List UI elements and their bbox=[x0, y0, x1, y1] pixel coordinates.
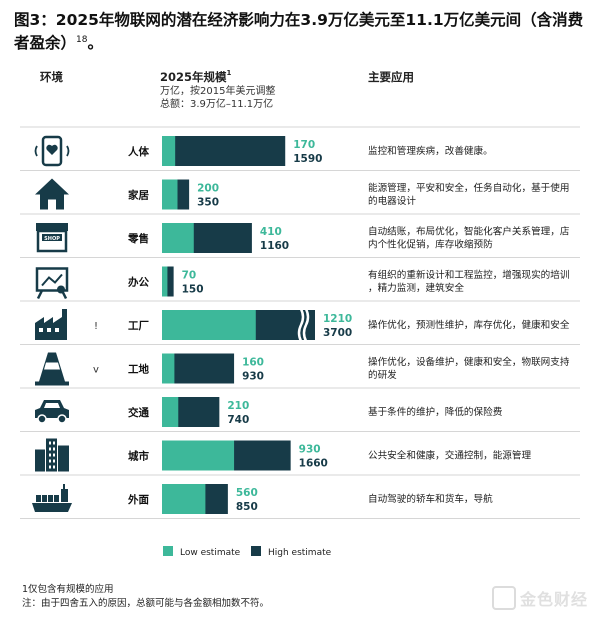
application-text: 基于条件的维护，降低的保险费 bbox=[368, 406, 503, 418]
category-label: 办公 bbox=[128, 276, 149, 289]
svg-text:SHOP: SHOP bbox=[44, 236, 60, 242]
application-text: 内个性化促销，库存收缩预防 bbox=[368, 239, 493, 251]
bar-low bbox=[162, 136, 176, 166]
ship-icon bbox=[32, 484, 72, 512]
category-label: 人体 bbox=[128, 145, 149, 158]
low-value-label: 410 bbox=[260, 226, 282, 238]
scale-unit: 万亿，按2015年美元调整 bbox=[160, 86, 276, 97]
shop-icon: SHOP bbox=[36, 223, 68, 253]
category-label: 外面 bbox=[127, 493, 149, 506]
low-value-label: 210 bbox=[227, 400, 249, 412]
high-value-label: 930 bbox=[242, 371, 264, 383]
axis-break bbox=[302, 308, 310, 342]
bar-low bbox=[162, 310, 256, 340]
house-icon bbox=[35, 178, 69, 210]
high-value-label: 1160 bbox=[260, 240, 289, 252]
high-value-label: 150 bbox=[182, 284, 204, 296]
category-label: 工厂 bbox=[128, 320, 149, 332]
traffic-cone-icon bbox=[35, 352, 69, 386]
low-value-label: 1210 bbox=[323, 313, 352, 325]
legend-swatch-low bbox=[163, 546, 173, 556]
chart-title: 图3：2025年物联网的潜在经济影响力在3.9万亿美元至11.1万亿美元间（含消… bbox=[14, 11, 584, 52]
legend-label-high: High estimate bbox=[268, 548, 332, 558]
bar-high bbox=[162, 136, 286, 166]
bar-low bbox=[162, 179, 178, 210]
side-mark: ! bbox=[94, 321, 98, 332]
bar-low bbox=[162, 223, 194, 253]
phone-heart-icon bbox=[34, 135, 70, 167]
low-value-label: 560 bbox=[236, 487, 258, 499]
city-icon bbox=[35, 438, 69, 472]
legend-swatch-high bbox=[251, 546, 261, 556]
category-label: 城市 bbox=[128, 450, 149, 463]
factory-icon bbox=[35, 309, 67, 340]
application-text: 能源管理，平安和安全，任务自动化，基于使用 bbox=[368, 182, 569, 194]
car-icon bbox=[35, 400, 69, 424]
bar-low bbox=[162, 353, 175, 384]
watermark-logo bbox=[491, 586, 516, 610]
low-value-label: 170 bbox=[293, 139, 315, 151]
category-label: 工地 bbox=[128, 363, 149, 376]
scale-header: 2025年规模1 bbox=[160, 69, 232, 84]
application-text: 的电器设计 bbox=[368, 195, 416, 207]
category-label: 交通 bbox=[128, 406, 149, 419]
category-label: 零售 bbox=[127, 232, 149, 245]
application-text: 监控和管理疾病，改善健康。 bbox=[368, 145, 493, 157]
bar-low bbox=[162, 397, 179, 427]
legend-label-low: Low estimate bbox=[180, 548, 241, 558]
high-value-label: 740 bbox=[227, 414, 249, 426]
category-label: 家居 bbox=[128, 189, 149, 202]
low-value-label: 160 bbox=[242, 357, 264, 369]
side-mark: v bbox=[93, 365, 99, 376]
bar-high bbox=[162, 266, 174, 297]
application-text: 有组织的重新设计和工程监控，增强现实的培训 bbox=[368, 269, 569, 281]
application-text: 自动结账，布局优化，智能化客户关系管理，店 bbox=[368, 226, 570, 238]
low-value-label: 200 bbox=[197, 183, 219, 195]
application-text: 公共安全和健康，交通控制，能源管理 bbox=[368, 450, 531, 462]
applications-header: 主要应用 bbox=[368, 70, 414, 84]
low-value-label: 70 bbox=[182, 270, 197, 282]
application-text: 操作优化，预测性维护，库存优化，健康和安全 bbox=[368, 319, 570, 331]
high-value-label: 1660 bbox=[299, 458, 328, 470]
application-text: 自动驾驶的轿车和货车，导航 bbox=[368, 493, 493, 505]
high-value-label: 350 bbox=[197, 197, 219, 209]
bar-low bbox=[162, 266, 168, 297]
footnote-2: 注：由于四舍五入的原因，总额可能与各金额相加数不符。 bbox=[22, 598, 270, 609]
watermark: 金色财经 bbox=[491, 586, 588, 610]
application-text: 的研发 bbox=[368, 369, 397, 381]
presentation-icon bbox=[35, 267, 69, 300]
bar-low bbox=[162, 484, 206, 514]
application-text: 操作优化，设备维护，健康和安全，物联网支持 bbox=[368, 356, 570, 368]
bar-low bbox=[162, 440, 235, 471]
scale-total: 总额：3.9万亿–11.1万亿 bbox=[160, 99, 274, 110]
axis-break bbox=[297, 308, 305, 342]
env-header: 环境 bbox=[40, 70, 63, 84]
low-value-label: 930 bbox=[299, 444, 321, 456]
high-value-label: 1590 bbox=[293, 153, 322, 165]
application-text: ，精力监测，建筑安全 bbox=[368, 282, 464, 294]
high-value-label: 3700 bbox=[323, 327, 352, 339]
footnote-1: 1仅包含有规模的应用 bbox=[22, 584, 114, 595]
high-value-label: 850 bbox=[236, 501, 258, 513]
